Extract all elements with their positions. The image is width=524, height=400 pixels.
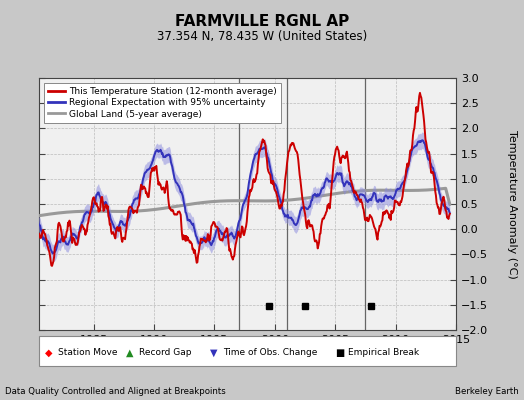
Text: ▼: ▼ (210, 348, 217, 358)
Text: Station Move: Station Move (58, 348, 117, 357)
Text: Time of Obs. Change: Time of Obs. Change (223, 348, 317, 357)
Legend: This Temperature Station (12-month average), Regional Expectation with 95% uncer: This Temperature Station (12-month avera… (44, 82, 281, 123)
Text: ◆: ◆ (45, 348, 52, 358)
Text: Data Quality Controlled and Aligned at Breakpoints: Data Quality Controlled and Aligned at B… (5, 387, 226, 396)
Text: FARMVILLE RGNL AP: FARMVILLE RGNL AP (175, 14, 349, 29)
Text: ■: ■ (335, 348, 345, 358)
Text: Berkeley Earth: Berkeley Earth (455, 387, 519, 396)
Text: Empirical Break: Empirical Break (348, 348, 420, 357)
Text: 37.354 N, 78.435 W (United States): 37.354 N, 78.435 W (United States) (157, 30, 367, 43)
Text: Record Gap: Record Gap (139, 348, 191, 357)
Text: ▲: ▲ (126, 348, 133, 358)
Y-axis label: Temperature Anomaly (°C): Temperature Anomaly (°C) (507, 130, 517, 278)
